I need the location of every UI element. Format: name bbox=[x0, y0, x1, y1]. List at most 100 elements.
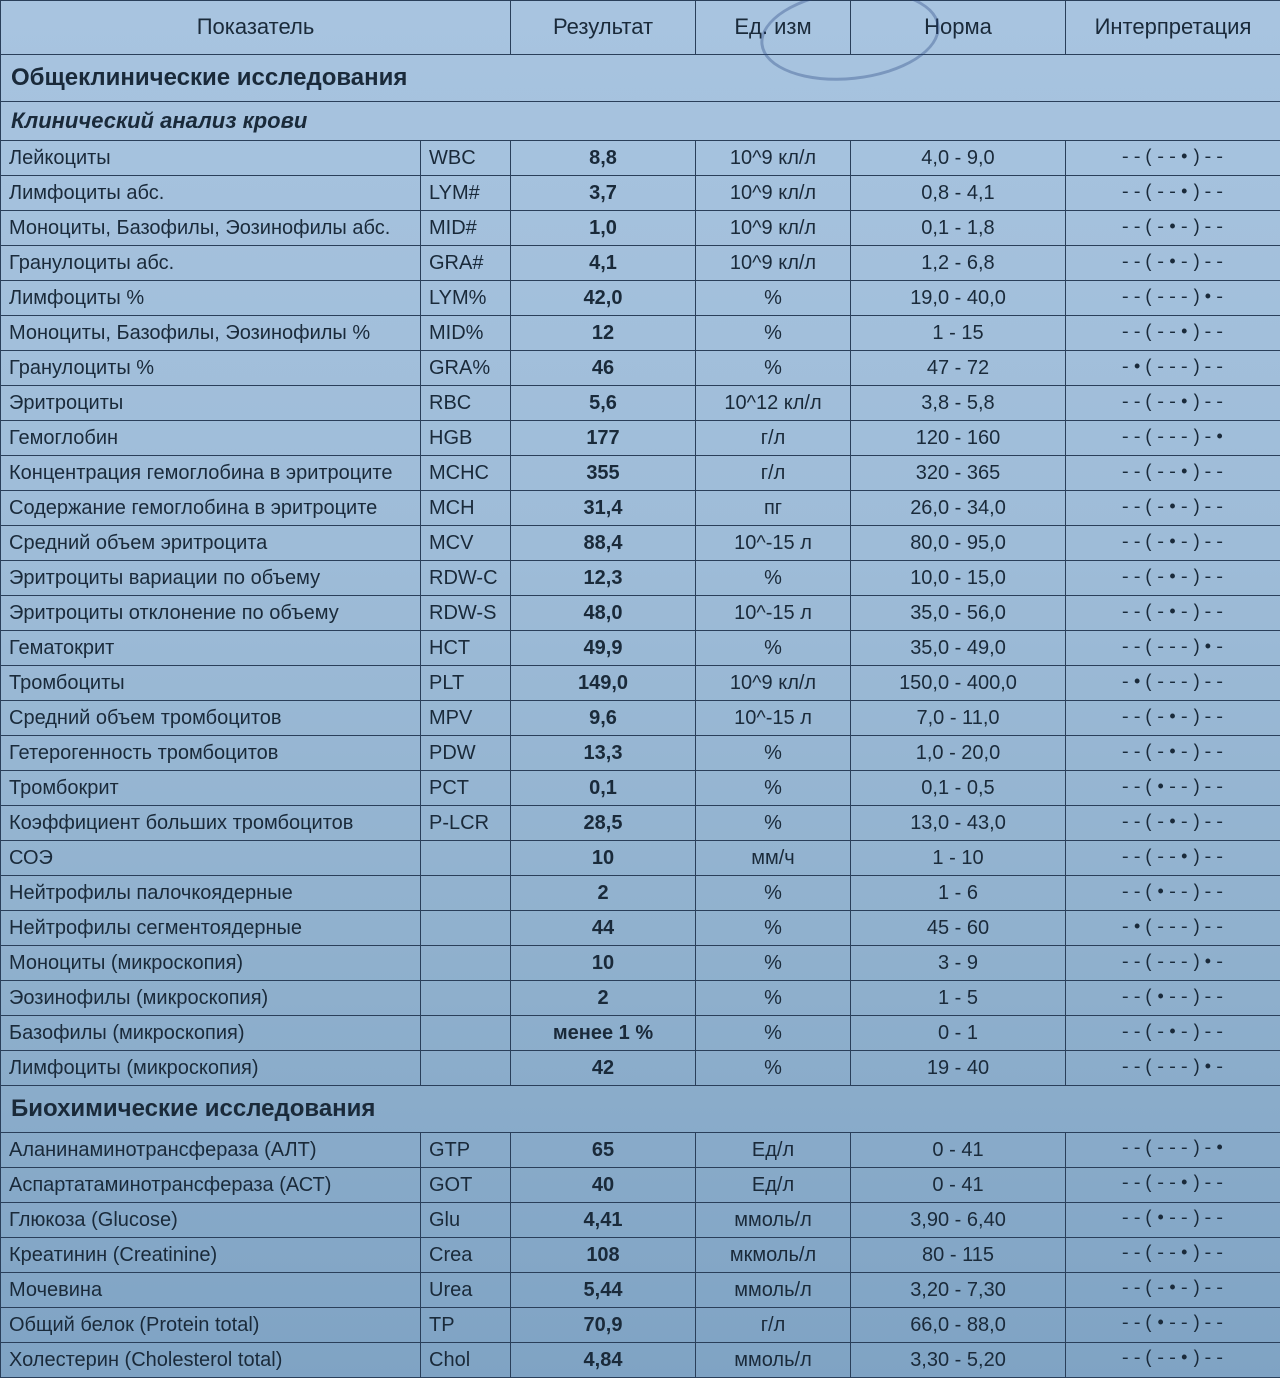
cell-name: СОЭ bbox=[1, 841, 421, 876]
cell-name: Гетерогенность тромбоцитов bbox=[1, 736, 421, 771]
cell-name: Эритроциты bbox=[1, 386, 421, 421]
cell-interp: --(-•-)-- bbox=[1066, 561, 1280, 596]
cell-code: PLT bbox=[421, 666, 511, 701]
cell-name: Мочевина bbox=[1, 1272, 421, 1307]
cell-norm: 80,0 - 95,0 bbox=[851, 526, 1066, 561]
table-row: Моноциты, Базофилы, Эозинофилы %MID%12%1… bbox=[1, 316, 1280, 351]
cell-norm: 3,90 - 6,40 bbox=[851, 1202, 1066, 1237]
cell-norm: 0 - 41 bbox=[851, 1132, 1066, 1167]
cell-result: 46 bbox=[511, 351, 696, 386]
cell-norm: 320 - 365 bbox=[851, 456, 1066, 491]
cell-interp: --(•--)-- bbox=[1066, 876, 1280, 911]
cell-name: Гематокрит bbox=[1, 631, 421, 666]
table-row: Лимфоциты %LYM%42,0%19,0 - 40,0--(---)•- bbox=[1, 281, 1280, 316]
cell-result: 10 bbox=[511, 946, 696, 981]
cell-code: MPV bbox=[421, 701, 511, 736]
cell-interp: --(--•)-- bbox=[1066, 1167, 1280, 1202]
cell-interp: --(--•)-- bbox=[1066, 1237, 1280, 1272]
cell-interp: --(--•)-- bbox=[1066, 316, 1280, 351]
cell-norm: 35,0 - 49,0 bbox=[851, 631, 1066, 666]
cell-norm: 120 - 160 bbox=[851, 421, 1066, 456]
cell-unit: % bbox=[696, 981, 851, 1016]
cell-code: GRA# bbox=[421, 246, 511, 281]
table-row: Нейтрофилы сегментоядерные44%45 - 60-•(-… bbox=[1, 911, 1280, 946]
lab-report-sheet: { "table": { "columns": ["Показатель", "… bbox=[0, 0, 1280, 1378]
table-row: ТромбоцитыPLT149,010^9 кл/л150,0 - 400,0… bbox=[1, 666, 1280, 701]
cell-code bbox=[421, 841, 511, 876]
table-row: Нейтрофилы палочкоядерные2%1 - 6--(•--)-… bbox=[1, 876, 1280, 911]
cell-norm: 1 - 5 bbox=[851, 981, 1066, 1016]
cell-result: 4,84 bbox=[511, 1342, 696, 1377]
cell-result: 355 bbox=[511, 456, 696, 491]
table-row: ЭритроцитыRBC5,610^12 кл/л3,8 - 5,8--(--… bbox=[1, 386, 1280, 421]
table-row: Коэффициент больших тромбоцитовP-LCR28,5… bbox=[1, 806, 1280, 841]
table-row: Эозинофилы (микроскопия)2%1 - 5--(•--)-- bbox=[1, 981, 1280, 1016]
cell-norm: 7,0 - 11,0 bbox=[851, 701, 1066, 736]
cell-interp: --(--•)-- bbox=[1066, 176, 1280, 211]
cell-norm: 45 - 60 bbox=[851, 911, 1066, 946]
cell-result: 4,41 bbox=[511, 1202, 696, 1237]
cell-code: P-LCR bbox=[421, 806, 511, 841]
cell-result: 44 bbox=[511, 911, 696, 946]
table-row: ТромбокритPCT0,1%0,1 - 0,5--(•--)-- bbox=[1, 771, 1280, 806]
cell-unit: % bbox=[696, 351, 851, 386]
cell-norm: 1 - 15 bbox=[851, 316, 1066, 351]
cell-interp: --(-•-)-- bbox=[1066, 701, 1280, 736]
cell-name: Средний объем тромбоцитов bbox=[1, 701, 421, 736]
cell-code: TP bbox=[421, 1307, 511, 1342]
cell-interp: --(--•)-- bbox=[1066, 1342, 1280, 1377]
table-row: Содержание гемоглобина в эритроцитеMCH31… bbox=[1, 491, 1280, 526]
table-row: Средний объем тромбоцитовMPV9,610^-15 л7… bbox=[1, 701, 1280, 736]
cell-unit: % bbox=[696, 911, 851, 946]
cell-unit: % bbox=[696, 281, 851, 316]
cell-result: 2 bbox=[511, 981, 696, 1016]
cell-result: 108 bbox=[511, 1237, 696, 1272]
table-row: Гранулоциты %GRA%46%47 - 72-•(---)-- bbox=[1, 351, 1280, 386]
cell-norm: 35,0 - 56,0 bbox=[851, 596, 1066, 631]
cell-name: Нейтрофилы сегментоядерные bbox=[1, 911, 421, 946]
cell-norm: 0,1 - 0,5 bbox=[851, 771, 1066, 806]
cell-code: MCHC bbox=[421, 456, 511, 491]
cell-result: 2 bbox=[511, 876, 696, 911]
cell-name: Креатинин (Creatinine) bbox=[1, 1237, 421, 1272]
table-row: ГемоглобинHGB177г/л120 - 160--(---)-• bbox=[1, 421, 1280, 456]
cell-name: Моноциты (микроскопия) bbox=[1, 946, 421, 981]
cell-unit: % bbox=[696, 631, 851, 666]
cell-norm: 26,0 - 34,0 bbox=[851, 491, 1066, 526]
cell-result: 40 bbox=[511, 1167, 696, 1202]
cell-norm: 47 - 72 bbox=[851, 351, 1066, 386]
cell-norm: 4,0 - 9,0 bbox=[851, 141, 1066, 176]
table-row: Креатинин (Creatinine)Crea108мкмоль/л80 … bbox=[1, 1237, 1280, 1272]
cell-result: 5,44 bbox=[511, 1272, 696, 1307]
cell-code: Crea bbox=[421, 1237, 511, 1272]
cell-name: Холестерин (Cholesterol total) bbox=[1, 1342, 421, 1377]
cell-norm: 3,20 - 7,30 bbox=[851, 1272, 1066, 1307]
cell-norm: 19,0 - 40,0 bbox=[851, 281, 1066, 316]
cell-result: 12 bbox=[511, 316, 696, 351]
cell-unit: 10^9 кл/л bbox=[696, 141, 851, 176]
cell-norm: 0 - 41 bbox=[851, 1167, 1066, 1202]
cell-norm: 150,0 - 400,0 bbox=[851, 666, 1066, 701]
cell-unit: 10^-15 л bbox=[696, 526, 851, 561]
cell-norm: 80 - 115 bbox=[851, 1237, 1066, 1272]
cell-code bbox=[421, 911, 511, 946]
cell-result: 3,7 bbox=[511, 176, 696, 211]
cell-unit: ммоль/л bbox=[696, 1272, 851, 1307]
cell-name: Лимфоциты абс. bbox=[1, 176, 421, 211]
cell-name: Нейтрофилы палочкоядерные bbox=[1, 876, 421, 911]
cell-name: Гранулоциты абс. bbox=[1, 246, 421, 281]
cell-interp: -•(---)-- bbox=[1066, 666, 1280, 701]
cell-name: Содержание гемоглобина в эритроците bbox=[1, 491, 421, 526]
cell-norm: 3,8 - 5,8 bbox=[851, 386, 1066, 421]
cell-unit: % bbox=[696, 876, 851, 911]
cell-name: Глюкоза (Glucose) bbox=[1, 1202, 421, 1237]
cell-interp: --(--•)-- bbox=[1066, 456, 1280, 491]
cell-name: Средний объем эритроцита bbox=[1, 526, 421, 561]
cell-unit: % bbox=[696, 946, 851, 981]
cell-result: 1,0 bbox=[511, 211, 696, 246]
cell-unit: % bbox=[696, 736, 851, 771]
cell-code: HGB bbox=[421, 421, 511, 456]
cell-result: 13,3 bbox=[511, 736, 696, 771]
cell-result: 48,0 bbox=[511, 596, 696, 631]
table-row: Лимфоциты абс.LYM#3,710^9 кл/л0,8 - 4,1-… bbox=[1, 176, 1280, 211]
